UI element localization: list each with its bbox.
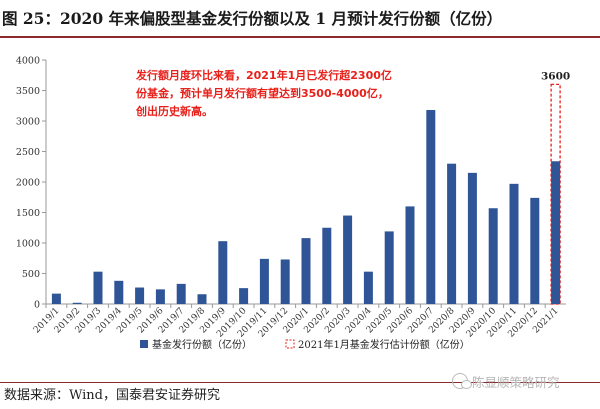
- bar: [426, 110, 436, 305]
- y-tick-label: 500: [22, 269, 40, 280]
- bar: [509, 183, 519, 304]
- bar: [384, 231, 394, 304]
- y-tick-label: 3000: [16, 117, 40, 128]
- y-tick-label: 2000: [16, 178, 40, 189]
- annotation-line-1: 发行额月度环比来看，2021年1月已发行超2300亿: [136, 69, 392, 82]
- bar: [405, 206, 415, 304]
- title-rule: [0, 36, 600, 38]
- y-tick-label: 4000: [16, 56, 40, 67]
- annotation-line-2: 份基金，预计单月发行额有望达到3500-4000亿，: [136, 87, 389, 100]
- bar: [239, 288, 249, 304]
- watermark: 陈显顺策略研究: [452, 370, 600, 392]
- y-tick-label: 0: [34, 300, 40, 311]
- wechat-icon: [452, 373, 472, 389]
- bar: [197, 294, 207, 304]
- annotation-line-3: 创出历史新高。: [136, 105, 213, 118]
- source-rule: [0, 382, 600, 383]
- bar: [363, 271, 373, 304]
- watermark-text: 陈显顺策略研究: [472, 374, 560, 390]
- bar-chart: 050010001500200025003000350040002019/120…: [16, 56, 570, 352]
- bar: [467, 172, 477, 304]
- bar: [488, 208, 498, 304]
- bar: [343, 215, 353, 304]
- legend-label-issued: 基金发行份额（亿份）: [152, 338, 252, 351]
- legend-label-estimate: 2021年1月基金发行估计份额（亿份）: [298, 338, 470, 351]
- source-note: 数据来源：Wind，国泰君安证券研究: [4, 388, 220, 403]
- y-tick-label: 2500: [16, 147, 40, 158]
- bar: [51, 293, 61, 304]
- y-tick-label: 3500: [16, 86, 40, 97]
- bar: [322, 227, 332, 304]
- legend-swatch-issued: [140, 340, 148, 348]
- bar: [155, 289, 165, 304]
- bar: [218, 241, 228, 304]
- data-label: 3600: [541, 70, 570, 82]
- figure-title: 图 25：2020 年来偏股型基金发行份额以及 1 月预计发行份额（亿份）: [2, 9, 503, 28]
- y-tick-label: 1000: [16, 239, 40, 250]
- bar: [447, 163, 457, 304]
- bar: [280, 259, 290, 304]
- bar: [93, 271, 103, 304]
- bar: [551, 161, 561, 304]
- bar: [72, 302, 82, 304]
- bar: [176, 283, 186, 304]
- bar: [530, 197, 540, 304]
- bar: [114, 280, 124, 304]
- chart-annotation: 发行额月度环比来看，2021年1月已发行超2300亿 份基金，预计单月发行额有望…: [136, 67, 436, 123]
- y-tick-label: 1500: [16, 208, 40, 219]
- bar: [135, 287, 145, 304]
- legend-swatch-estimate: [285, 339, 295, 349]
- bar: [301, 238, 311, 304]
- bar: [259, 258, 269, 304]
